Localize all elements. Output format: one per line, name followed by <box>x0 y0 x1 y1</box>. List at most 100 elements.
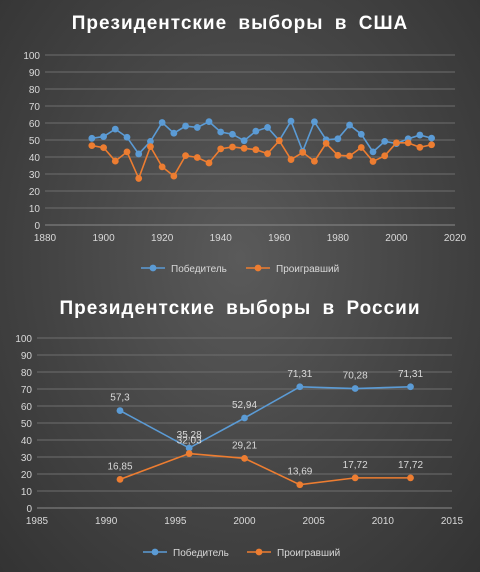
data-point-0 <box>123 133 131 141</box>
data-point-1 <box>147 143 154 151</box>
data-point-1 <box>393 139 400 147</box>
x-tick-label: 2015 <box>441 516 464 527</box>
y-tick-label: 20 <box>21 470 33 481</box>
data-point-0 <box>369 148 377 156</box>
data-point-0 <box>135 150 143 158</box>
data-point-0 <box>193 124 201 131</box>
data-point-1 <box>229 143 236 151</box>
data-point-0 <box>296 383 304 391</box>
y-tick-label: 90 <box>21 351 33 362</box>
data-point-0 <box>147 137 154 145</box>
data-label: 70,28 <box>343 371 368 382</box>
chart-title-russia: Президентские выборы в России <box>59 298 421 319</box>
data-point-0 <box>182 122 189 130</box>
data-point-0 <box>428 134 435 142</box>
data-label: 17,72 <box>343 460 368 471</box>
data-point-1 <box>170 172 178 180</box>
data-point-0 <box>185 444 193 452</box>
legend-label: Проигравший <box>277 548 340 559</box>
data-label: 35,28 <box>177 430 202 441</box>
data-point-0 <box>357 130 365 138</box>
data-point-1 <box>381 152 389 160</box>
y-tick-label: 80 <box>21 368 33 379</box>
data-point-1 <box>299 149 307 156</box>
data-label: 32,03 <box>177 436 202 447</box>
x-tick-label: 2000 <box>385 233 408 244</box>
data-point-1 <box>116 475 124 483</box>
data-point-0 <box>416 131 424 139</box>
data-point-1 <box>346 152 353 160</box>
y-tick-label: 20 <box>29 187 41 198</box>
data-point-1 <box>217 145 225 153</box>
data-point-1 <box>311 157 318 165</box>
data-label: 16,85 <box>107 461 132 472</box>
series-line-1 <box>91 139 432 181</box>
data-point-0 <box>334 135 342 143</box>
usa-elections-chart: Президентские выборы в США 0 10 20 30 40 50 60… <box>23 13 467 275</box>
data-point-0 <box>170 129 178 137</box>
data-point-1 <box>111 157 119 165</box>
y-tick-label: 60 <box>21 402 33 413</box>
x-tick-label: 1990 <box>95 516 118 527</box>
russia-elections-chart: Президентские выборы в России 0 10 20 30 40 5… <box>0 286 480 572</box>
data-point-1 <box>88 142 96 150</box>
legend-label: Победитель <box>173 547 229 559</box>
data-point-0 <box>241 414 248 422</box>
data-point-1 <box>193 154 201 161</box>
y-tick-label: 80 <box>29 85 41 96</box>
x-tick-label: 1880 <box>34 233 57 244</box>
data-point-1 <box>182 152 189 160</box>
data-label: 52,94 <box>232 400 257 411</box>
data-point-0 <box>116 407 124 414</box>
data-point-0 <box>287 117 295 125</box>
y-tick-label: 0 <box>26 504 32 515</box>
x-tick-label: 1995 <box>164 516 187 527</box>
series-line-0 <box>119 385 411 449</box>
data-point-1 <box>287 156 295 163</box>
data-point-1 <box>252 146 260 154</box>
data-point-1 <box>100 144 107 152</box>
data-point-1 <box>158 163 166 171</box>
x-tick-label: 1985 <box>26 516 49 527</box>
data-point-1 <box>296 481 304 489</box>
data-point-0 <box>252 127 260 135</box>
y-tick-label: 70 <box>21 385 33 396</box>
legend-marker <box>254 264 262 272</box>
data-point-0 <box>240 137 248 145</box>
data-point-0 <box>264 124 271 131</box>
legend-marker <box>255 548 263 556</box>
x-tick-label: 1900 <box>92 233 115 244</box>
chart-title-usa: Президентские выборы в США <box>71 13 409 34</box>
data-label: 57,3 <box>110 393 130 404</box>
data-point-0 <box>351 385 359 392</box>
y-tick-label: 30 <box>21 453 33 464</box>
data-label: 71,31 <box>287 369 312 380</box>
y-tick-label: 50 <box>29 136 41 147</box>
data-point-1 <box>322 140 330 147</box>
data-point-1 <box>123 148 131 156</box>
x-tick-label: 2010 <box>372 516 395 527</box>
data-point-0 <box>88 134 96 142</box>
data-label: 13,69 <box>287 467 312 478</box>
russia-chart-svg: 0 10 20 30 40 50 60 70 80 90 100 1985 1990 1995 2000 20… <box>15 334 464 559</box>
y-tick-label: 60 <box>29 119 41 130</box>
data-point-1 <box>264 150 271 158</box>
series-line-0 <box>91 119 432 156</box>
legend-label: Победитель <box>171 263 227 275</box>
data-point-1 <box>275 137 283 145</box>
data-point-1 <box>241 454 248 462</box>
series-line-1 <box>119 452 411 486</box>
data-point-1 <box>404 139 412 147</box>
data-point-0 <box>229 130 236 138</box>
data-point-1 <box>185 450 193 457</box>
y-tick-label: 100 <box>15 334 32 345</box>
data-point-1 <box>407 474 414 482</box>
y-tick-label: 50 <box>21 419 33 430</box>
legend-marker <box>151 548 159 556</box>
data-point-1 <box>334 151 342 159</box>
legend-label: Проигравший <box>276 264 339 275</box>
data-label: 17,72 <box>398 460 423 471</box>
data-label: 29,21 <box>232 440 257 451</box>
x-tick-label: 2020 <box>444 233 467 244</box>
